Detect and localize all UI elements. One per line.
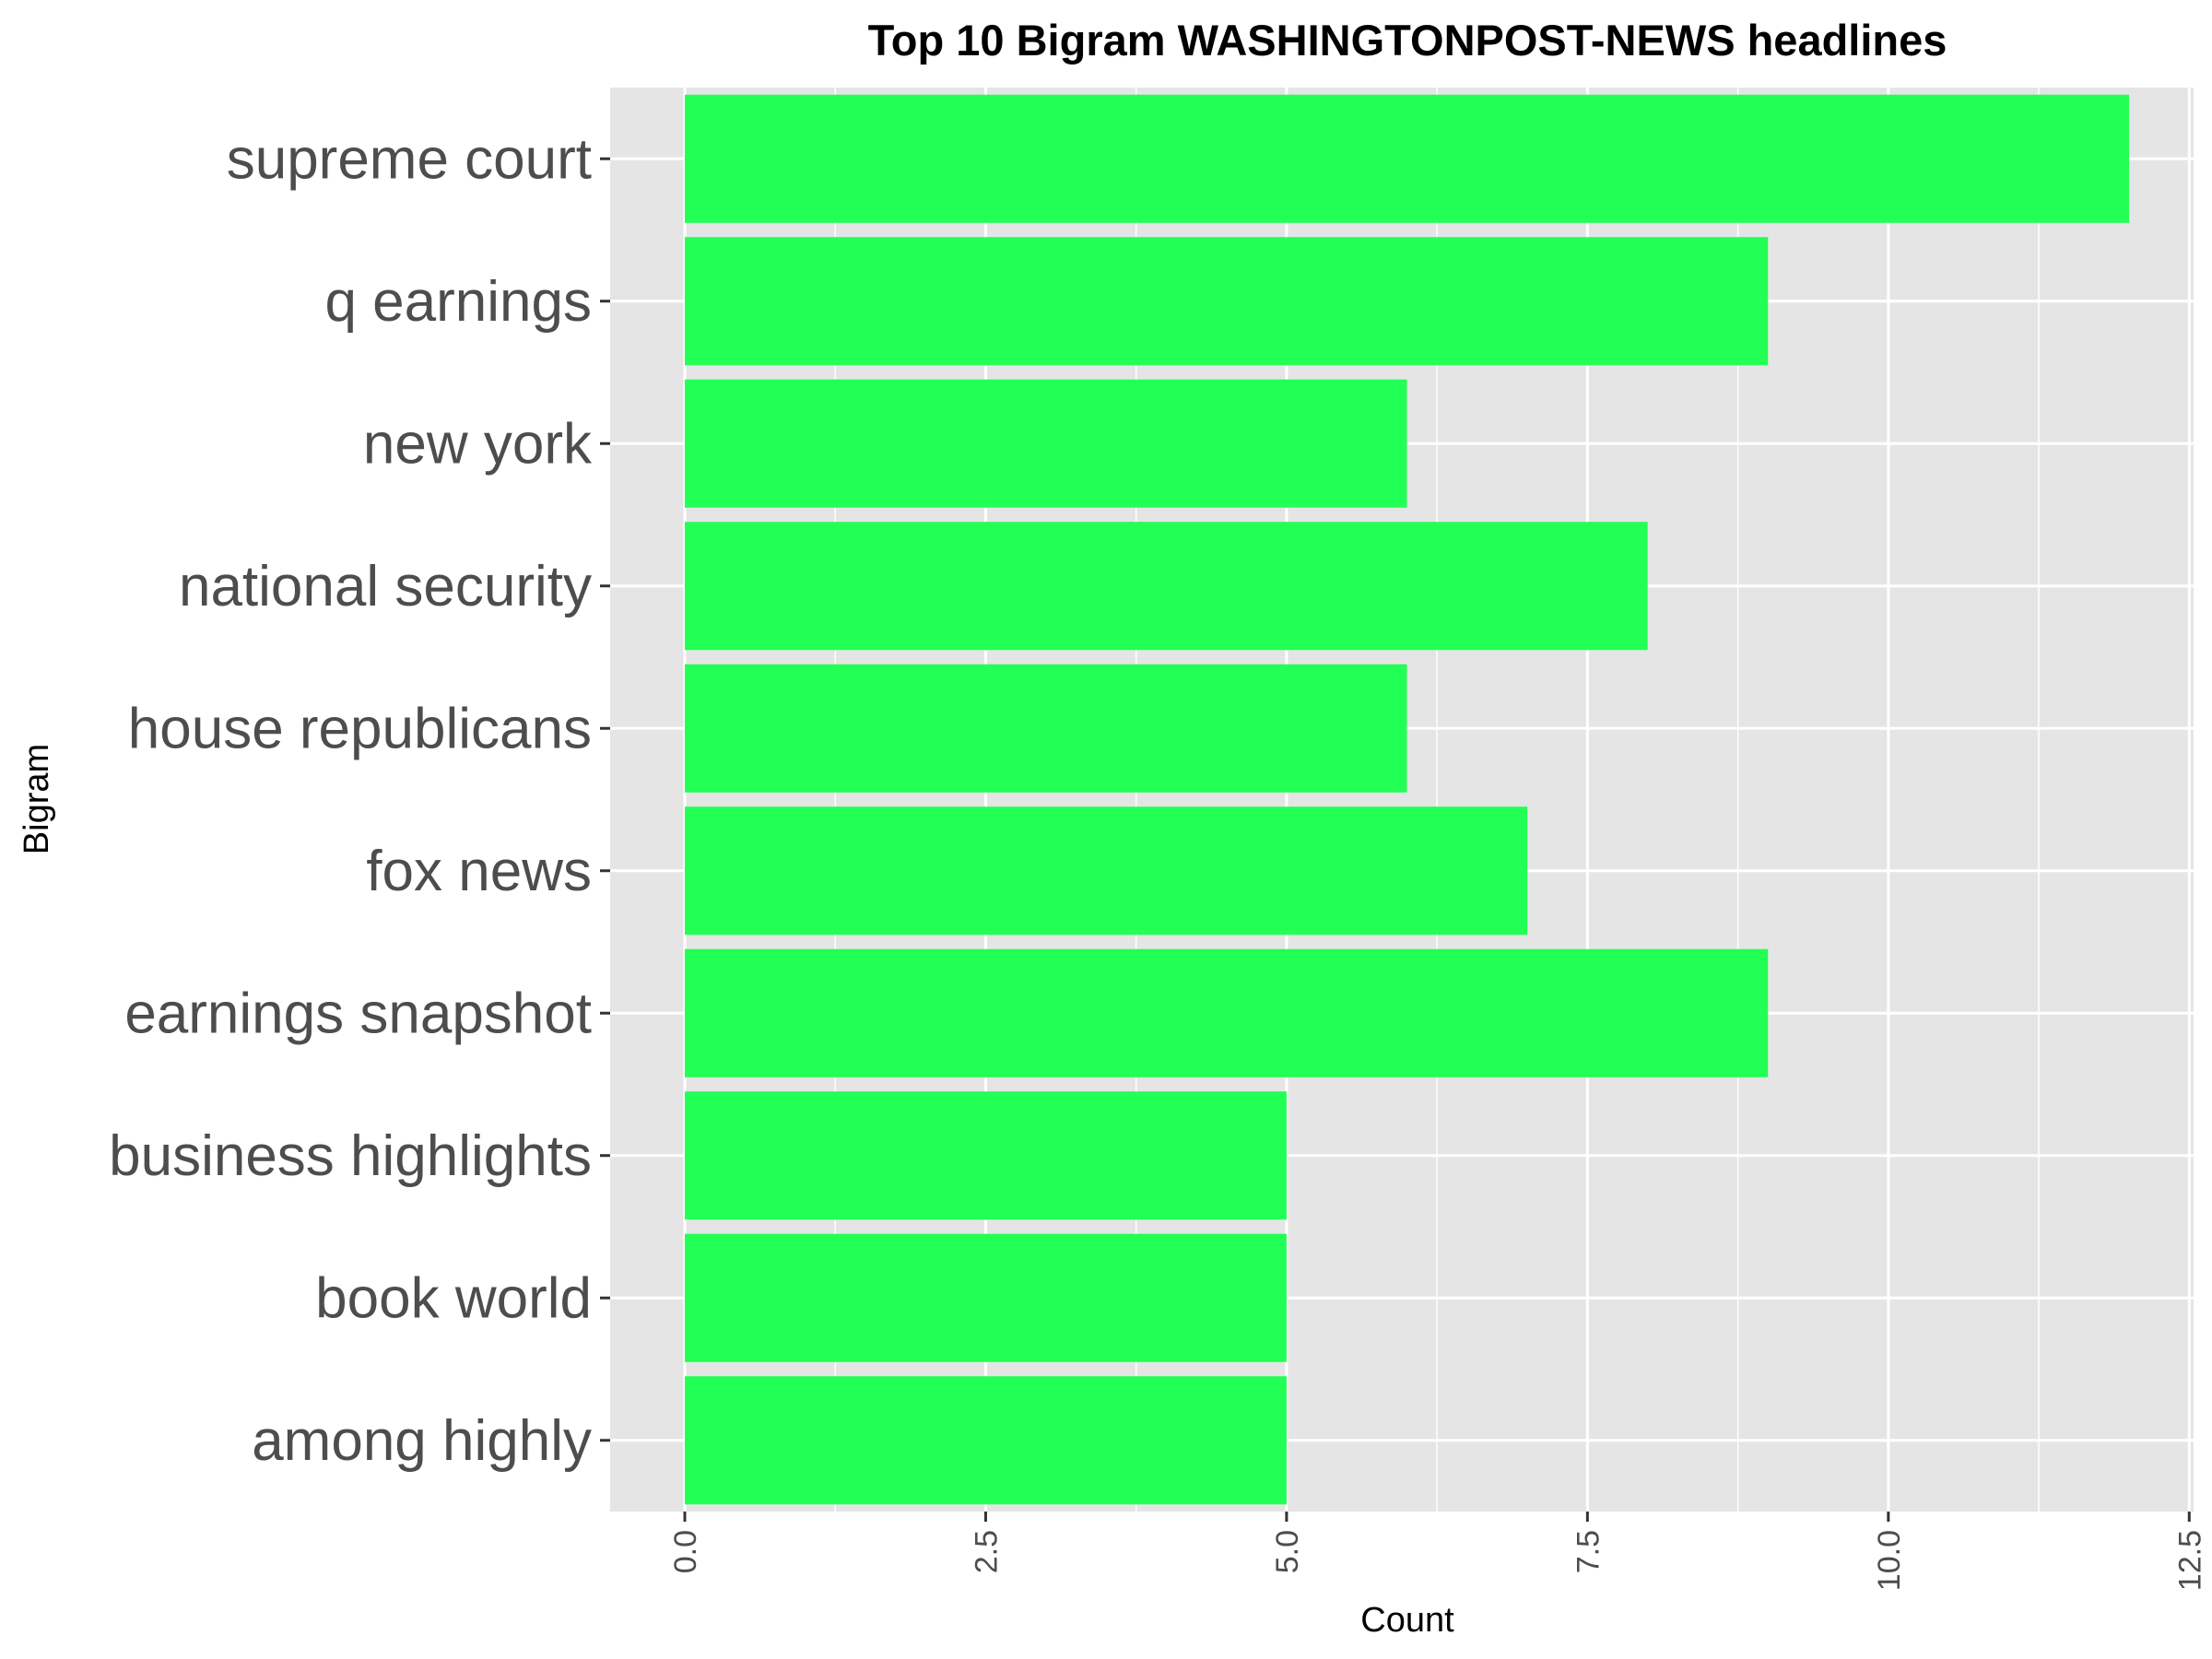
y-tick-label: earnings snapshot xyxy=(124,982,592,1045)
y-tick-label: house republicans xyxy=(128,697,592,760)
x-tick-label: 2.5 xyxy=(969,1530,1004,1573)
bar xyxy=(685,948,1769,1077)
y-tick-label: national security xyxy=(179,555,592,618)
y-tick-label: business highlights xyxy=(109,1124,592,1188)
x-tick-label: 7.5 xyxy=(1571,1530,1606,1573)
bar xyxy=(685,806,1528,935)
chart-title: Top 10 Bigram WASHINGTONPOST-NEWS headli… xyxy=(868,16,1947,65)
bar xyxy=(685,664,1407,793)
bar xyxy=(685,379,1407,508)
x-tick-label: 5.0 xyxy=(1270,1530,1305,1573)
x-tick-label: 0.0 xyxy=(668,1530,703,1573)
y-tick-label: book world xyxy=(315,1266,592,1330)
y-tick-label: among highly xyxy=(252,1409,592,1473)
bar xyxy=(685,94,2129,223)
x-tick-label: 12.5 xyxy=(2172,1530,2207,1591)
bars xyxy=(685,94,2129,1505)
bar xyxy=(685,1376,1287,1505)
bar xyxy=(685,237,1769,366)
x-tick-label: 10.0 xyxy=(1872,1530,1907,1591)
y-tick-label: supreme court xyxy=(227,127,592,191)
bar xyxy=(685,1233,1287,1362)
bar xyxy=(685,1091,1287,1220)
x-axis-title: Count xyxy=(1360,1601,1454,1640)
y-axis-title: Bigram xyxy=(18,744,56,854)
y-axis-ticks: supreme court q earnings new york national … xyxy=(109,127,610,1473)
y-tick-label: q earnings xyxy=(324,270,592,334)
y-tick-label: fox news xyxy=(366,840,592,903)
bar xyxy=(685,522,1648,651)
y-tick-label: new york xyxy=(363,412,593,476)
x-axis-ticks: 0.0 2.5 5.0 7.5 10.0 12.5 xyxy=(668,1512,2207,1591)
